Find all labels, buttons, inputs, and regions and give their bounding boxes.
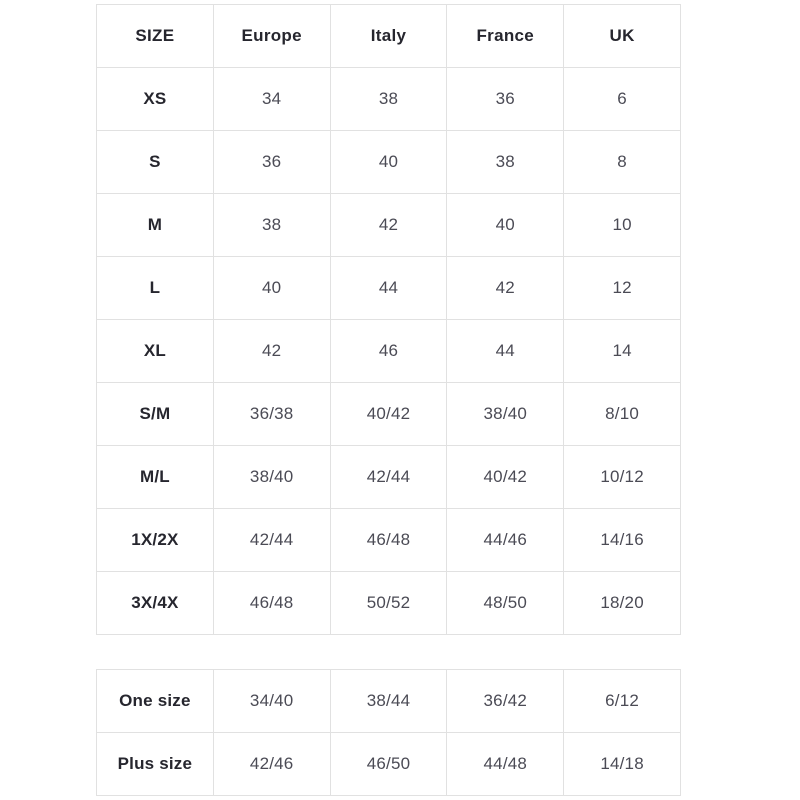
size-value-cell: 42/44 <box>329 445 448 509</box>
size-value-cell: 42 <box>212 319 331 383</box>
size-conversion-table: SIZE Europe Italy France UK XS 34 38 36 … <box>96 4 681 635</box>
column-header-size: SIZE <box>96 4 214 68</box>
size-value-cell: 46/50 <box>329 732 448 796</box>
size-value-cell: 44 <box>329 256 448 320</box>
row-label: 1X/2X <box>96 508 214 572</box>
special-sizes-table: One size 34/40 38/44 36/42 6/12 Plus siz… <box>96 669 681 796</box>
size-value-cell: 40/42 <box>329 382 448 446</box>
size-value-cell: 40/42 <box>446 445 565 509</box>
size-value-cell: 36/42 <box>446 669 565 733</box>
column-header-italy: Italy <box>329 4 448 68</box>
size-value-cell: 40 <box>329 130 448 194</box>
table-row-1x2x: 1X/2X 42/44 46/48 44/46 14/16 <box>96 508 681 572</box>
size-value-cell: 50/52 <box>329 571 448 635</box>
table-row-ml: M/L 38/40 42/44 40/42 10/12 <box>96 445 681 509</box>
size-value-cell: 46 <box>329 319 448 383</box>
size-value-cell: 44 <box>446 319 565 383</box>
size-value-cell: 36 <box>446 67 565 131</box>
size-value-cell: 8/10 <box>563 382 681 446</box>
size-value-cell: 44/46 <box>446 508 565 572</box>
size-value-cell: 38/40 <box>212 445 331 509</box>
size-value-cell: 14 <box>563 319 681 383</box>
size-value-cell: 6/12 <box>563 669 681 733</box>
size-value-cell: 42 <box>446 256 565 320</box>
table-row-l: L 40 44 42 12 <box>96 256 681 320</box>
size-value-cell: 14/16 <box>563 508 681 572</box>
size-value-cell: 14/18 <box>563 732 681 796</box>
size-value-cell: 42 <box>329 193 448 257</box>
row-label: One size <box>96 669 214 733</box>
size-chart-page: SIZE Europe Italy France UK XS 34 38 36 … <box>0 4 800 800</box>
row-label: 3X/4X <box>96 571 214 635</box>
size-value-cell: 10/12 <box>563 445 681 509</box>
table-row-one-size: One size 34/40 38/44 36/42 6/12 <box>96 669 681 733</box>
size-value-cell: 42/46 <box>212 732 331 796</box>
table-row-xl: XL 42 46 44 14 <box>96 319 681 383</box>
row-label: L <box>96 256 214 320</box>
row-label: Plus size <box>96 732 214 796</box>
row-label: S/M <box>96 382 214 446</box>
table-row-sm: S/M 36/38 40/42 38/40 8/10 <box>96 382 681 446</box>
size-value-cell: 38/40 <box>446 382 565 446</box>
size-value-cell: 6 <box>563 67 681 131</box>
table-row-m: M 38 42 40 10 <box>96 193 681 257</box>
size-value-cell: 18/20 <box>563 571 681 635</box>
row-label: M <box>96 193 214 257</box>
size-value-cell: 38 <box>446 130 565 194</box>
table-row-3x4x: 3X/4X 46/48 50/52 48/50 18/20 <box>96 571 681 635</box>
header-row: SIZE Europe Italy France UK <box>96 4 681 68</box>
row-label: XL <box>96 319 214 383</box>
table-row-plus-size: Plus size 42/46 46/50 44/48 14/18 <box>96 732 681 796</box>
size-value-cell: 40 <box>212 256 331 320</box>
row-label: S <box>96 130 214 194</box>
size-value-cell: 10 <box>563 193 681 257</box>
size-value-cell: 40 <box>446 193 565 257</box>
table-row-s: S 36 40 38 8 <box>96 130 681 194</box>
table-row-xs: XS 34 38 36 6 <box>96 67 681 131</box>
column-header-europe: Europe <box>212 4 331 68</box>
size-value-cell: 44/48 <box>446 732 565 796</box>
size-value-cell: 8 <box>563 130 681 194</box>
size-value-cell: 34/40 <box>212 669 331 733</box>
size-value-cell: 42/44 <box>212 508 331 572</box>
size-value-cell: 48/50 <box>446 571 565 635</box>
size-value-cell: 38/44 <box>329 669 448 733</box>
size-value-cell: 46/48 <box>329 508 448 572</box>
column-header-uk: UK <box>563 4 681 68</box>
row-label: XS <box>96 67 214 131</box>
column-header-france: France <box>446 4 565 68</box>
size-value-cell: 36 <box>212 130 331 194</box>
size-value-cell: 36/38 <box>212 382 331 446</box>
size-value-cell: 46/48 <box>212 571 331 635</box>
size-value-cell: 34 <box>212 67 331 131</box>
row-label: M/L <box>96 445 214 509</box>
size-value-cell: 38 <box>329 67 448 131</box>
size-value-cell: 38 <box>212 193 331 257</box>
size-value-cell: 12 <box>563 256 681 320</box>
